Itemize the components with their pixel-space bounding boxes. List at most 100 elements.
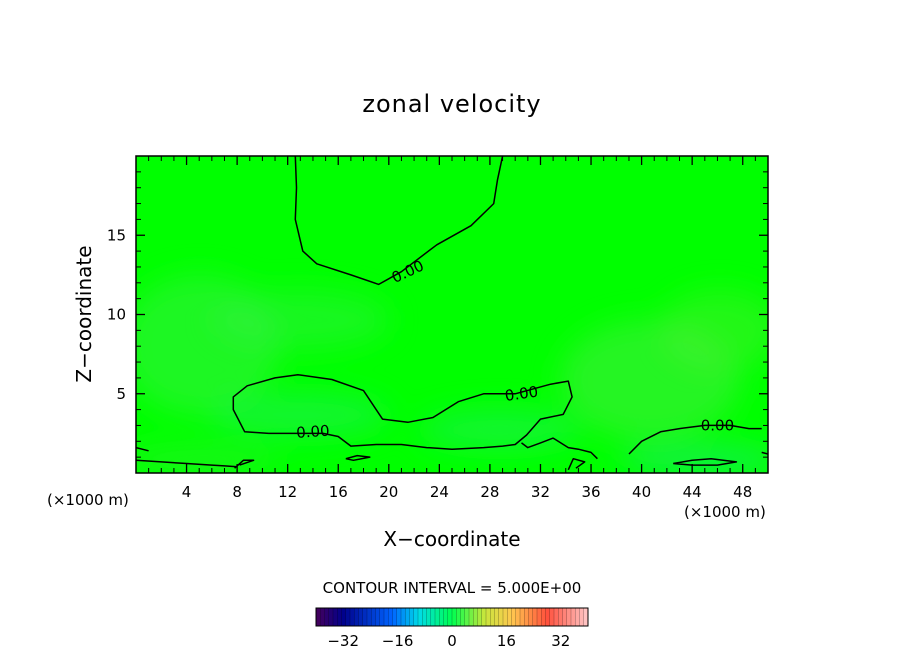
colorbar-cell <box>430 608 436 626</box>
colorbar-cell <box>532 608 538 626</box>
colorbar-cell <box>358 608 364 626</box>
colorbar-cell <box>443 608 449 626</box>
colorbar-cell <box>511 608 517 626</box>
contour-interval-text: CONTOUR INTERVAL = 5.000E+00 <box>323 579 582 597</box>
colorbar-cell <box>396 608 402 626</box>
colorbar-cell <box>379 608 385 626</box>
colorbar-cell <box>494 608 500 626</box>
colorbar-cell <box>545 608 551 626</box>
colorbar <box>315 607 589 627</box>
colorbar-cell <box>456 608 461 626</box>
colorbar-cell <box>524 608 529 626</box>
contour-label: 0.00 <box>504 383 540 405</box>
colorbar-cell <box>362 608 368 626</box>
colorbar-cell <box>558 608 563 626</box>
colorbar-cell <box>439 608 444 626</box>
colorbar-cell <box>490 608 495 626</box>
colorbar-cell <box>384 608 389 626</box>
y-tick-label: 15 <box>107 226 126 244</box>
colorbar-cell <box>426 608 432 626</box>
x-tick-label: 12 <box>278 483 297 501</box>
x-tick-label: 32 <box>531 483 550 501</box>
colorbar-cell <box>435 608 440 626</box>
contour-line <box>136 446 149 452</box>
contour-line <box>761 451 768 455</box>
colorbar-cell <box>520 608 525 626</box>
colorbar-cell <box>507 608 512 626</box>
x-tick-label: 24 <box>430 483 449 501</box>
colorbar-cell <box>401 608 406 626</box>
colorbar-tick-label: −32 <box>327 632 359 650</box>
x-tick-label: 40 <box>632 483 651 501</box>
colorbar-cell <box>575 608 580 626</box>
colorbar-cell <box>473 608 478 626</box>
colorbar-cell <box>324 608 330 626</box>
contour-label: 0.00 <box>296 422 331 442</box>
y-axis-label: Z−coordinate <box>72 245 96 382</box>
colorbar-cell <box>316 608 321 626</box>
plot-area: 0.000.000.00 0.00 <box>135 155 769 474</box>
colorbar-ticks: −32 −16 0 16 32 <box>327 632 570 650</box>
colorbar-cell <box>579 608 585 626</box>
colorbar-cell <box>571 608 576 626</box>
colorbar-tick-label: −16 <box>382 632 414 650</box>
colorbar-tick-label: 16 <box>497 632 516 650</box>
y-axis-ticks: 5 10 15 <box>107 171 768 458</box>
colorbar-cell <box>367 608 372 626</box>
contour-line <box>345 454 371 462</box>
colorbar-cell <box>333 608 338 626</box>
colorbar-tick-label: 0 <box>447 632 457 650</box>
x-tick-label: 4 <box>182 483 192 501</box>
contour-line <box>294 156 504 286</box>
colorbar-cell <box>388 608 393 626</box>
colorbar-cell <box>375 608 381 626</box>
colorbar-cell <box>554 608 559 626</box>
x-tick-label: 44 <box>683 483 702 501</box>
x-tick-label: 16 <box>329 483 348 501</box>
colorbar-cell <box>549 608 555 626</box>
contour-line <box>567 457 586 471</box>
x-axis-ticks: 4 8 12 16 20 24 28 32 36 40 44 48 <box>148 156 756 501</box>
colorbar-cell <box>562 608 568 626</box>
colorbar-cell <box>392 608 398 626</box>
colorbar-cell <box>409 608 415 626</box>
colorbar-tick-label: 32 <box>551 632 570 650</box>
colorbar-cell <box>413 608 419 626</box>
colorbar-cell <box>583 608 589 626</box>
colorbar-cell <box>481 608 487 626</box>
contour-line <box>234 459 255 469</box>
x-tick-label: 36 <box>581 483 600 501</box>
colorbar-cell <box>341 608 347 626</box>
colorbar-cell <box>537 608 542 626</box>
colorbar-cell <box>477 608 483 626</box>
colorbar-cell <box>320 608 325 626</box>
colorbar-cell <box>337 608 342 626</box>
contour-line <box>521 437 598 460</box>
field-shading <box>136 275 768 473</box>
x-tick-label: 28 <box>480 483 499 501</box>
colorbar-cell <box>528 608 534 626</box>
colorbar-cell <box>345 608 351 626</box>
contour-line <box>136 459 238 468</box>
contour-line <box>232 373 573 450</box>
contour-line <box>628 424 762 455</box>
colorbar-cell <box>464 608 470 626</box>
colorbar-cell <box>566 608 572 626</box>
colorbar-cell <box>515 608 521 626</box>
colorbar-cell <box>422 608 427 626</box>
contour-label: 0.00 <box>701 416 734 434</box>
colorbar-cell <box>452 608 457 626</box>
x-unit-right: (×1000 m) <box>684 503 766 521</box>
colorbar-cell <box>371 608 376 626</box>
x-tick-label: 20 <box>379 483 398 501</box>
colorbar-cell <box>469 608 474 626</box>
x-tick-label: 8 <box>232 483 242 501</box>
colorbar-cell <box>503 608 508 626</box>
colorbar-cell <box>460 608 466 626</box>
chart-title: zonal velocity <box>362 90 541 118</box>
colorbar-cell <box>418 608 423 626</box>
colorbar-cell <box>541 608 546 626</box>
colorbar-cell <box>350 608 355 626</box>
colorbar-cell <box>405 608 410 626</box>
